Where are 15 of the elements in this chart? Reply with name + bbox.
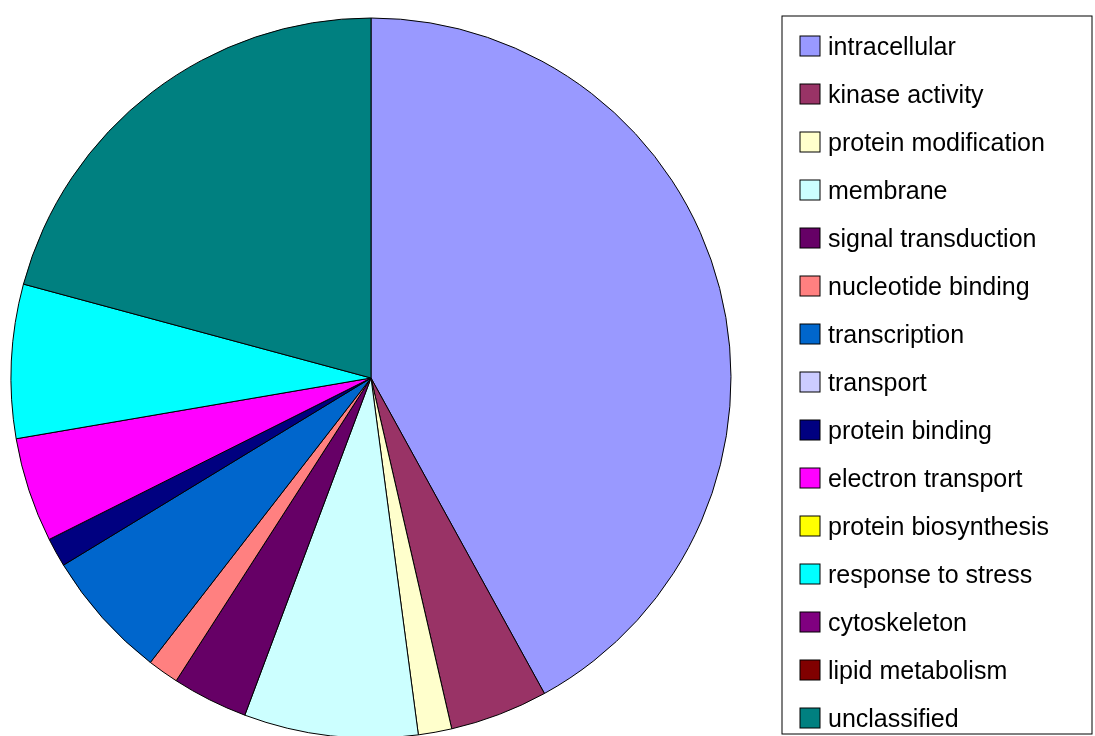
legend-label: protein binding [828, 416, 993, 444]
legend-label: membrane [828, 176, 948, 204]
legend-label: unclassified [828, 704, 959, 732]
legend-label: protein modification [828, 128, 1045, 156]
legend-label: lipid metabolism [828, 656, 1008, 684]
legend-label: electron transport [828, 464, 1023, 492]
legend-label: transcription [828, 320, 965, 348]
legend-label: signal transduction [828, 224, 1037, 252]
legend-label: response to stress [828, 560, 1033, 588]
legend-label: protein biosynthesis [828, 512, 1049, 540]
legend-label: nucleotide binding [828, 272, 1030, 300]
legend-label: cytoskeleton [828, 608, 967, 636]
legend-label: transport [828, 368, 927, 396]
legend-label: intracellular [828, 32, 956, 60]
legend-label: kinase activity [828, 80, 985, 108]
